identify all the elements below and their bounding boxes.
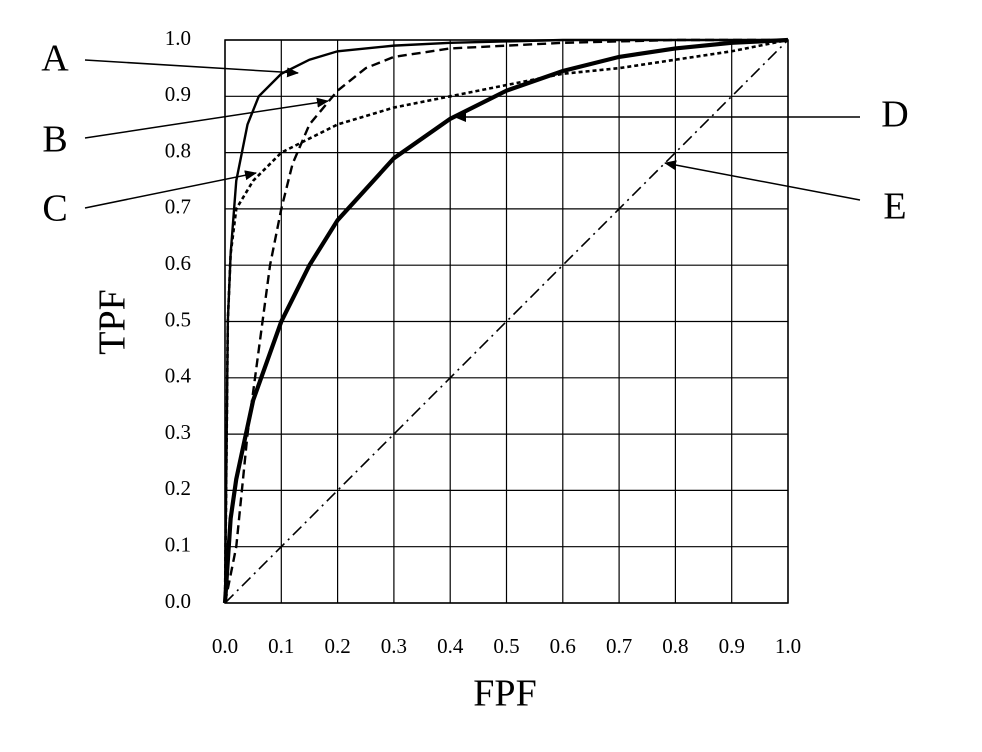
y-tick-label: 0.4: [165, 364, 192, 388]
curve-label: A: [41, 38, 69, 80]
x-tick-label: 0.3: [381, 634, 407, 658]
y-tick-label: 0.7: [165, 195, 191, 219]
y-tick-label: 0.9: [165, 82, 191, 106]
curve-label: E: [883, 186, 906, 228]
y-tick-label: 0.0: [165, 589, 191, 613]
x-tick-label: 0.7: [606, 634, 632, 658]
y-tick-label: 0.1: [165, 533, 191, 557]
curve-label: C: [42, 188, 67, 230]
x-axis-title: FPF: [473, 673, 536, 715]
y-tick-label: 1.0: [165, 26, 191, 50]
plot-border: [224, 39, 789, 604]
curve-label: B: [42, 119, 67, 161]
roc-curve: [223, 38, 789, 604]
y-tick-label: 0.2: [165, 476, 191, 500]
x-tick-label: 0.0: [212, 634, 238, 658]
y-axis-title: TPF: [92, 289, 134, 354]
x-tick-label: 0.2: [324, 634, 350, 658]
x-tick-label: 0.8: [662, 634, 688, 658]
curve-label: D: [881, 94, 908, 136]
y-tick-label: 0.3: [165, 420, 191, 444]
x-tick-label: 0.1: [268, 634, 294, 658]
annotation-arrow: [84, 59, 299, 78]
y-tick-label: 0.5: [165, 307, 191, 331]
roc-curve: [222, 37, 789, 604]
annotation-arrow: [84, 170, 257, 209]
x-tick-label: 0.9: [719, 634, 745, 658]
annotation-arrow: [84, 97, 329, 139]
roc-curve: [223, 38, 788, 604]
y-tick-label: 0.8: [165, 138, 191, 162]
y-tick-label: 0.6: [165, 251, 191, 275]
x-tick-label: 0.4: [437, 634, 464, 658]
annotation-arrow: [664, 160, 861, 201]
x-tick-label: 1.0: [775, 634, 801, 658]
x-tick-label: 0.5: [493, 634, 519, 658]
x-tick-label: 0.6: [550, 634, 576, 658]
